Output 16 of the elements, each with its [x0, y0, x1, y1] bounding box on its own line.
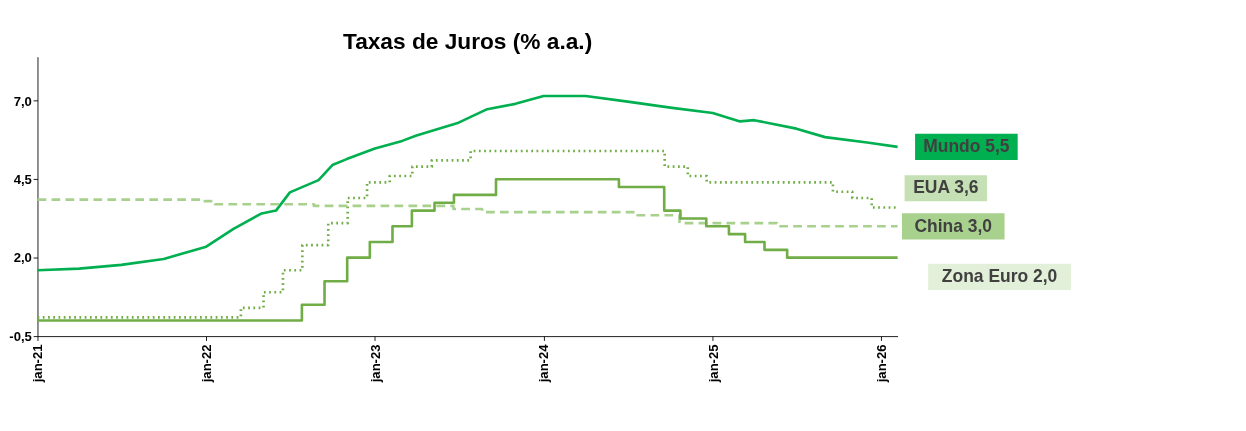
x-tick-label: jan-21: [30, 344, 46, 384]
text: Zona Euro 2,0: [941, 266, 1058, 287]
y-tick-label: 2,0: [13, 250, 32, 266]
x-tick-label: jan-23: [367, 344, 383, 384]
series-label: China 3,0: [914, 215, 993, 236]
x-tick-label: jan-22: [199, 344, 215, 384]
x-tick-label: jan-26: [874, 344, 890, 384]
series-label: Mundo 5,5: [923, 136, 1010, 157]
x-tick-label: jan-24: [536, 343, 552, 384]
y-tick-label: -0,5: [9, 328, 32, 344]
y-tick-label: 7,0: [13, 93, 32, 109]
series-label: EUA 3,6: [913, 177, 979, 198]
line-series: [36, 94, 899, 272]
x-tick-label: jan-25: [705, 344, 721, 384]
y-tick-label: 4,5: [13, 171, 32, 187]
chart-title: Taxas de Juros (% a.a.): [342, 27, 593, 54]
